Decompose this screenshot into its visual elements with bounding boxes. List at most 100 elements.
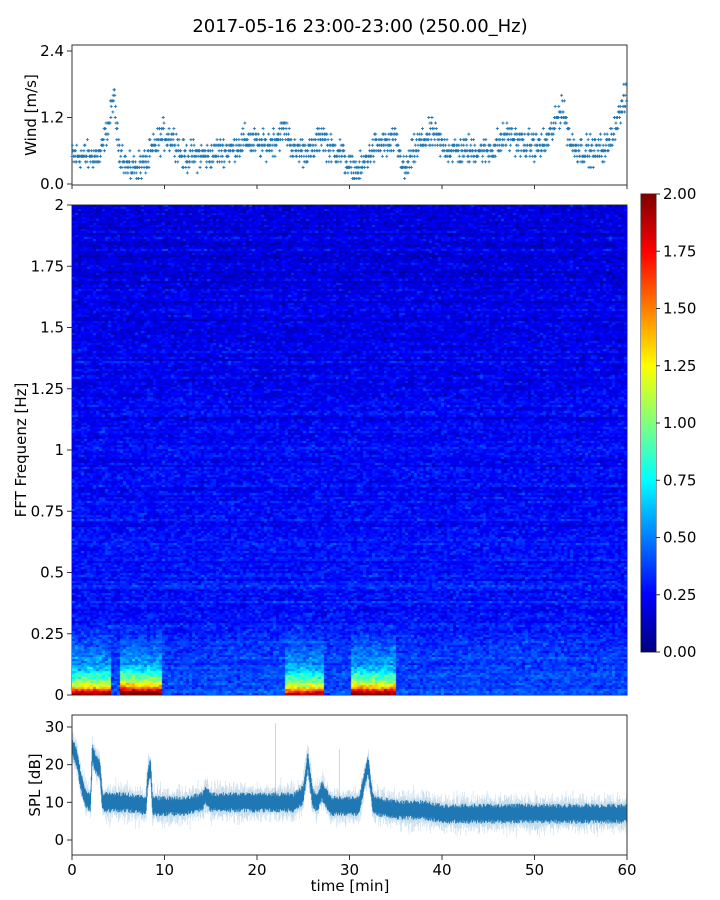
wind-point	[336, 160, 340, 164]
wind-point	[426, 138, 430, 142]
wind-point	[484, 138, 488, 142]
wind-point	[162, 121, 166, 125]
wind-point	[467, 132, 471, 136]
wind-point	[592, 149, 596, 153]
wind-point	[137, 149, 141, 153]
wind-point	[562, 99, 566, 103]
wind-point	[192, 143, 196, 147]
wind-point	[439, 132, 443, 136]
wind-point	[286, 132, 290, 136]
wind-point	[610, 143, 614, 147]
wind-point	[472, 138, 476, 142]
wind-point	[291, 154, 295, 158]
colorbar-tick-label: 1.50	[663, 300, 696, 318]
wind-point	[625, 99, 629, 103]
wind-point	[205, 143, 209, 147]
wind-point	[306, 149, 310, 153]
wind-point	[253, 149, 257, 153]
wind-point	[491, 149, 495, 153]
wind-point	[145, 154, 149, 158]
wind-point	[411, 138, 415, 142]
wind-point	[405, 154, 409, 158]
wind-point	[383, 132, 387, 136]
wind-point	[521, 138, 525, 142]
wind-point	[118, 143, 122, 147]
wind-point	[143, 149, 147, 153]
wind-point	[462, 143, 466, 147]
spectrogram-ytick-label: 1.75	[31, 257, 64, 275]
wind-point	[211, 160, 215, 164]
wind-point	[554, 121, 558, 125]
wind-point	[523, 132, 527, 136]
wind-point	[273, 154, 277, 158]
wind-point	[539, 132, 543, 136]
wind-point	[403, 176, 407, 180]
wind-point	[374, 132, 378, 136]
wind-point	[617, 116, 621, 119]
wind-point	[237, 138, 241, 142]
wind-point	[402, 154, 406, 158]
spectrogram-ytick-label: 1	[54, 441, 64, 459]
wind-point	[246, 138, 250, 142]
wind-point	[508, 143, 512, 147]
wind-point	[363, 165, 367, 169]
wind-point	[558, 121, 562, 125]
wind-point	[576, 160, 580, 164]
wind-point	[370, 143, 374, 147]
wind-point	[204, 165, 208, 169]
wind-point	[176, 160, 180, 164]
wind-point	[199, 143, 203, 147]
wind-point	[358, 176, 362, 180]
wind-point	[132, 154, 136, 158]
wind-point	[109, 116, 113, 119]
wind-point	[367, 143, 371, 147]
wind-point	[159, 132, 163, 136]
wind-point	[105, 138, 109, 142]
spl-panel: 0 10 20 30 0 10 20 30 40 50 60	[45, 714, 637, 879]
wind-point	[329, 132, 333, 136]
wind-point	[162, 127, 166, 131]
wind-point	[314, 143, 318, 147]
wind-point	[604, 143, 608, 147]
spl-xtick-label: 40	[432, 861, 451, 879]
wind-point	[447, 143, 451, 147]
spectrogram-ytick-label: 0.75	[31, 502, 64, 520]
wind-point	[613, 138, 617, 142]
wind-point	[252, 143, 256, 147]
wind-point	[154, 143, 158, 147]
wind-point	[568, 138, 572, 142]
wind-point	[199, 160, 203, 164]
spectrogram-panel: 0 0.25 0.5 0.75 1 1.25 1.5 1.75 2	[31, 196, 628, 704]
wind-point	[323, 149, 327, 153]
wind-point	[215, 138, 219, 142]
wind-point	[430, 116, 434, 119]
wind-point	[117, 138, 121, 142]
wind-point	[509, 132, 513, 136]
wind-point	[74, 149, 78, 153]
spectrogram-ytick-label: 2	[54, 196, 64, 214]
wind-point	[126, 171, 130, 175]
wind-point	[233, 160, 237, 164]
colorbar-tick-label: 1.75	[663, 242, 696, 260]
wind-point	[528, 154, 532, 158]
wind-ytick-label: 1.2	[40, 109, 64, 127]
wind-point	[322, 127, 326, 131]
spl-xtick-label: 10	[155, 861, 174, 879]
wind-point	[272, 132, 276, 136]
wind-point	[603, 154, 607, 158]
wind-point	[433, 138, 437, 142]
wind-point	[393, 127, 397, 131]
wind-point	[480, 160, 484, 164]
wind-point	[227, 160, 231, 164]
wind-point	[108, 121, 112, 125]
wind-point	[270, 149, 274, 153]
wind-point	[264, 138, 268, 142]
wind-point	[297, 160, 301, 164]
wind-point	[185, 171, 189, 175]
wind-point	[218, 138, 222, 142]
wind-point	[527, 132, 531, 136]
wind-point	[590, 143, 594, 147]
wind-point	[593, 138, 597, 142]
wind-point	[103, 149, 107, 153]
